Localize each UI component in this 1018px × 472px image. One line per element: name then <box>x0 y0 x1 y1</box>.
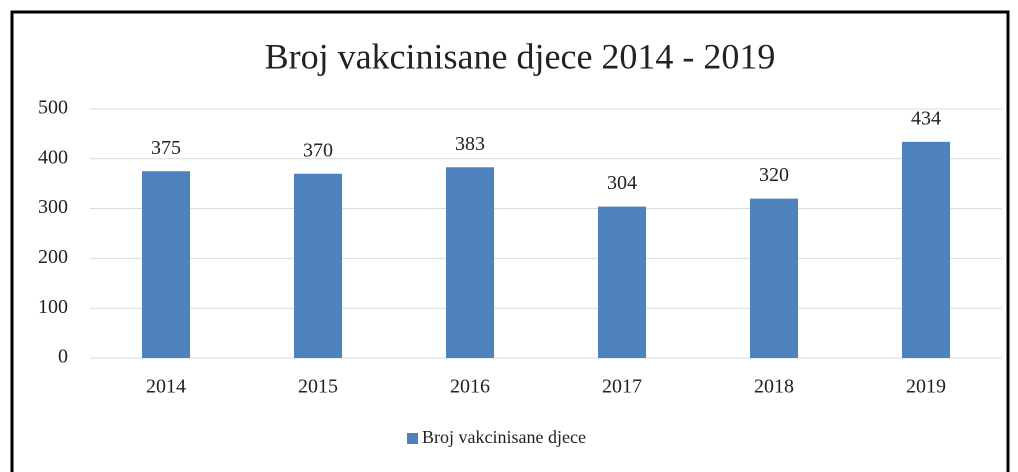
legend-swatch <box>407 433 418 444</box>
x-tick-label: 2019 <box>906 376 946 398</box>
data-label: 370 <box>303 139 333 161</box>
legend-label: Broj vakcinisane djece <box>422 427 586 447</box>
x-tick-label: 2018 <box>754 376 794 398</box>
chart-title: Broj vakcinisane djece 2014 - 2019 <box>265 36 776 76</box>
y-tick-label: 0 <box>58 346 68 368</box>
y-tick-label: 500 <box>38 97 68 119</box>
x-tick-label: 2017 <box>602 376 642 398</box>
x-tick-label: 2014 <box>146 376 186 398</box>
x-tick-label: 2015 <box>298 376 338 398</box>
x-tick-label: 2016 <box>450 376 490 398</box>
data-label: 383 <box>455 133 485 155</box>
bar <box>446 167 494 358</box>
data-label: 304 <box>607 172 637 194</box>
bar <box>750 198 798 358</box>
data-label: 375 <box>151 137 181 159</box>
y-tick-label: 200 <box>38 246 68 268</box>
y-tick-label: 400 <box>38 146 68 168</box>
bar <box>294 173 342 358</box>
data-label: 320 <box>759 164 789 186</box>
y-tick-label: 100 <box>38 296 68 318</box>
bar <box>142 171 190 358</box>
data-label: 434 <box>911 107 941 129</box>
bar <box>598 206 646 358</box>
bar <box>902 141 950 358</box>
y-tick-label: 300 <box>38 196 68 218</box>
